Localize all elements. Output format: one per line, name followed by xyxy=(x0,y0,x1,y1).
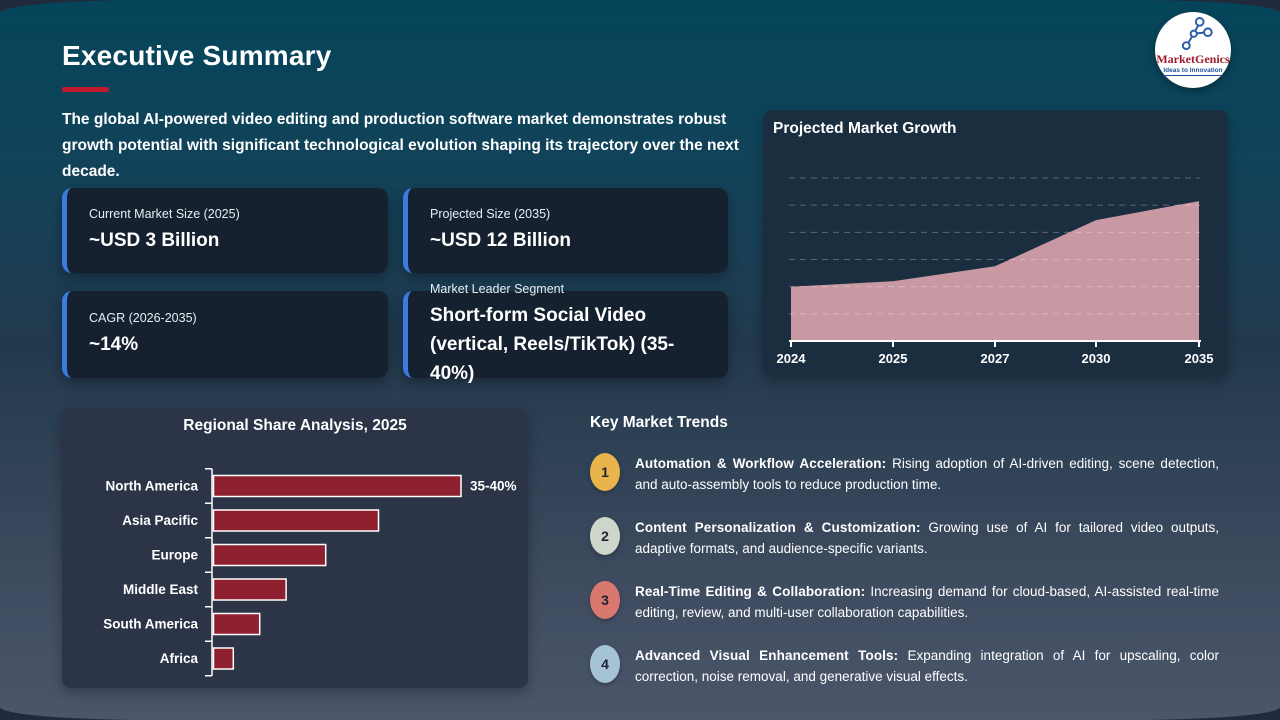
logo-name: MarketGenics xyxy=(1156,52,1230,66)
trend-item-personalization: 2 Content Personalization & Customizatio… xyxy=(590,517,1220,559)
regional-chart-title: Regional Share Analysis, 2025 xyxy=(183,417,407,434)
stat-card-market-leader-segment: Market Leader Segment Short-form Social … xyxy=(403,282,728,384)
trend-description: Rising adoption of AI-driven editing, sc… xyxy=(635,456,1219,492)
trend-text: Advanced Visual Enhancement Tools: Expan… xyxy=(635,645,1219,687)
stat-card-current-market-size: Current Market Size (2025) ~USD 3 Billio… xyxy=(62,188,388,273)
stat-label: CAGR (2026-2035) xyxy=(89,310,197,325)
svg-text:Asia Pacific: Asia Pacific xyxy=(122,513,198,528)
trend-text: Content Personalization & Customization:… xyxy=(635,517,1219,559)
svg-text:2024: 2024 xyxy=(777,351,807,366)
svg-text:Middle East: Middle East xyxy=(123,582,199,597)
projected-market-growth-area-chart: 2024 2025 2027 2030 2035 xyxy=(777,177,1214,366)
trend-description: Expanding integration of AI for upscalin… xyxy=(635,648,1219,684)
stat-card-projected-size: Projected Size (2035) ~USD 12 Billion xyxy=(403,188,728,273)
svg-text:2035: 2035 xyxy=(1185,351,1214,366)
svg-text:Europe: Europe xyxy=(151,548,198,563)
stat-label: Projected Size (2035) xyxy=(430,206,551,221)
trend-item-automation: 1 Automation & Workflow Acceleration: Ri… xyxy=(590,453,1220,495)
growth-chart-title: Projected Market Growth xyxy=(773,120,957,137)
svg-text:North America: North America xyxy=(105,479,198,494)
projected-market-growth-card: 2024 2025 2027 2030 2035 Projected Market Gr… xyxy=(763,110,1228,376)
svg-text:South America: South America xyxy=(103,617,198,632)
stat-value: ~USD 12 Billion xyxy=(430,229,571,251)
trend-title: Content Personalization & Customization: xyxy=(635,520,921,535)
trend-number-badge: 2 xyxy=(590,517,620,555)
stat-label: Current Market Size (2025) xyxy=(89,206,240,221)
trend-text: Automation & Workflow Acceleration: Risi… xyxy=(635,453,1219,495)
trend-item-realtime-collaboration: 3 Real-Time Editing & Collaboration: Inc… xyxy=(590,581,1220,623)
trend-title: Real-Time Editing & Collaboration: xyxy=(635,584,866,599)
trend-number-badge: 4 xyxy=(590,645,620,683)
trend-number-badge: 3 xyxy=(590,581,620,619)
svg-text:Africa: Africa xyxy=(160,651,199,666)
stat-value: ~14% xyxy=(89,333,139,355)
svg-text:2030: 2030 xyxy=(1082,351,1111,366)
molecule-icon xyxy=(1181,17,1213,51)
key-market-trends-heading: Key Market Trends xyxy=(590,414,728,431)
stat-value: Short-form Social Video (vertical, Reels… xyxy=(430,304,675,384)
trend-title: Automation & Workflow Acceleration: xyxy=(635,456,887,471)
trend-item-visual-enhancement: 4 Advanced Visual Enhancement Tools: Exp… xyxy=(590,645,1220,687)
svg-text:2027: 2027 xyxy=(981,351,1010,366)
trend-number-badge: 1 xyxy=(590,453,620,491)
marketgenics-logo: MarketGenics Ideas to Innovation xyxy=(1155,12,1231,88)
stat-card-cagr: CAGR (2026-2035) ~14% xyxy=(62,291,388,378)
trend-text: Real-Time Editing & Collaboration: Incre… xyxy=(635,581,1219,623)
stat-value: ~USD 3 Billion xyxy=(89,229,220,251)
trend-title: Advanced Visual Enhancement Tools: xyxy=(635,648,899,663)
title-accent-bar xyxy=(62,87,109,92)
regional-share-bar-chart: North America 35-40% Asia Pacific Europe Mid… xyxy=(103,468,517,677)
logo-tagline: Ideas to Innovation xyxy=(1163,67,1223,76)
stat-label: Market Leader Segment xyxy=(430,281,565,296)
regional-share-analysis-card: Regional Share Analysis, 2025 North Amer… xyxy=(62,408,528,688)
svg-text:2025: 2025 xyxy=(879,351,908,366)
page-title: Executive Summary xyxy=(62,40,332,71)
trend-description: Growing use of AI for tailored video out… xyxy=(635,520,1219,556)
trend-description: Increasing demand for cloud-based, AI-as… xyxy=(635,584,1219,620)
svg-text:35-40%: 35-40% xyxy=(470,479,517,494)
intro-paragraph: The global AI-powered video editing and … xyxy=(62,111,739,180)
